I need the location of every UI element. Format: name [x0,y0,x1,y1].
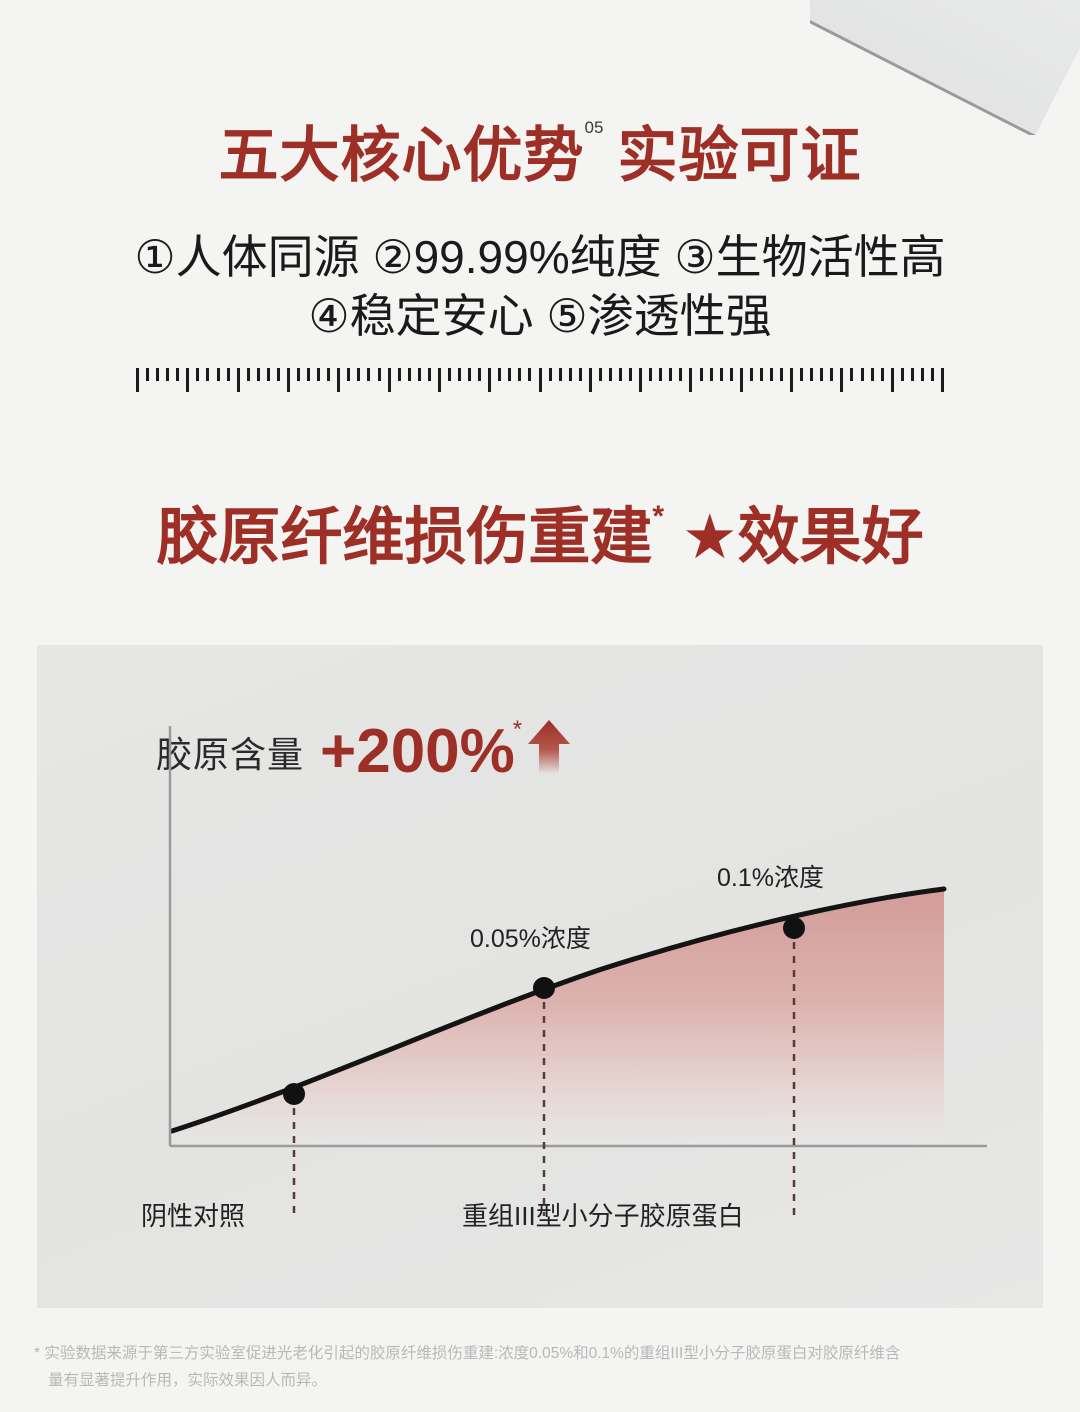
kpi-value: +200% [320,717,515,786]
benefit-line-2: ④稳定安心 ⑤渗透性强 [308,289,772,342]
section-title-main: 胶原纤维损伤重建 [156,503,653,572]
kpi-label: 胶原含量 [156,734,305,775]
chart-plot-area: 0.05%浓度 0.1%浓度 [132,726,1002,1216]
page-title-main: 五大核心优势 [218,122,585,189]
chart-kpi: 胶原含量 +200% * [156,716,572,786]
kpi-asterisk: * [512,716,523,743]
chart-panel: 胶原含量 +200% * [37,645,1043,1308]
corner-band-fill [810,0,1080,135]
footnote-line-1: * 实验数据来源于第三方实验室促进光老化引起的胶原纤维损伤重建:浓度0.05%和… [34,1345,901,1362]
x-axis-label-treatment: 重组III型小分子胶原蛋白 [462,1201,744,1231]
benefits-list: ①人体同源 ②99.99%纯度 ③生物活性高 ④稳定安心 ⑤渗透性强 [0,228,1080,346]
page-title: 五大核心优势05 实验可证 [0,119,1080,186]
chart-area-fill [172,889,944,1144]
footnote: * 实验数据来源于第三方实验室促进光老化引起的胶原纤维损伤重建:浓度0.05%和… [34,1340,1046,1394]
section-title: 胶原纤维损伤重建* ★效果好 [0,501,1080,572]
chart-point-label-1: 0.05%浓度 [470,925,591,953]
section-title-asterisk: * [652,500,665,534]
benefit-line-1: ①人体同源 ②99.99%纯度 ③生物活性高 [134,231,946,283]
star-icon: ★ [682,503,738,572]
footnote-line-2: 量有显著提升作用，实际效果因人而异。 [48,1372,328,1390]
chart-data-point [283,1083,305,1105]
corner-diagonal-decoration [810,0,1080,135]
chart-point-label-2: 0.1%浓度 [717,864,824,892]
chart-data-point [533,977,555,999]
chart-x-axis-labels: 阴性对照 重组III型小分子胶原蛋白 [132,1196,1002,1246]
page-title-secondary: 实验可证 [617,122,862,189]
corner-band-line [810,0,1080,135]
section-title-tail: 效果好 [737,503,924,572]
arrow-up-icon [526,718,572,781]
ruler-divider [136,368,944,394]
page-title-superscript: 05 [584,118,604,137]
x-axis-label-control: 阴性对照 [141,1201,246,1231]
chart-data-point [783,917,805,939]
